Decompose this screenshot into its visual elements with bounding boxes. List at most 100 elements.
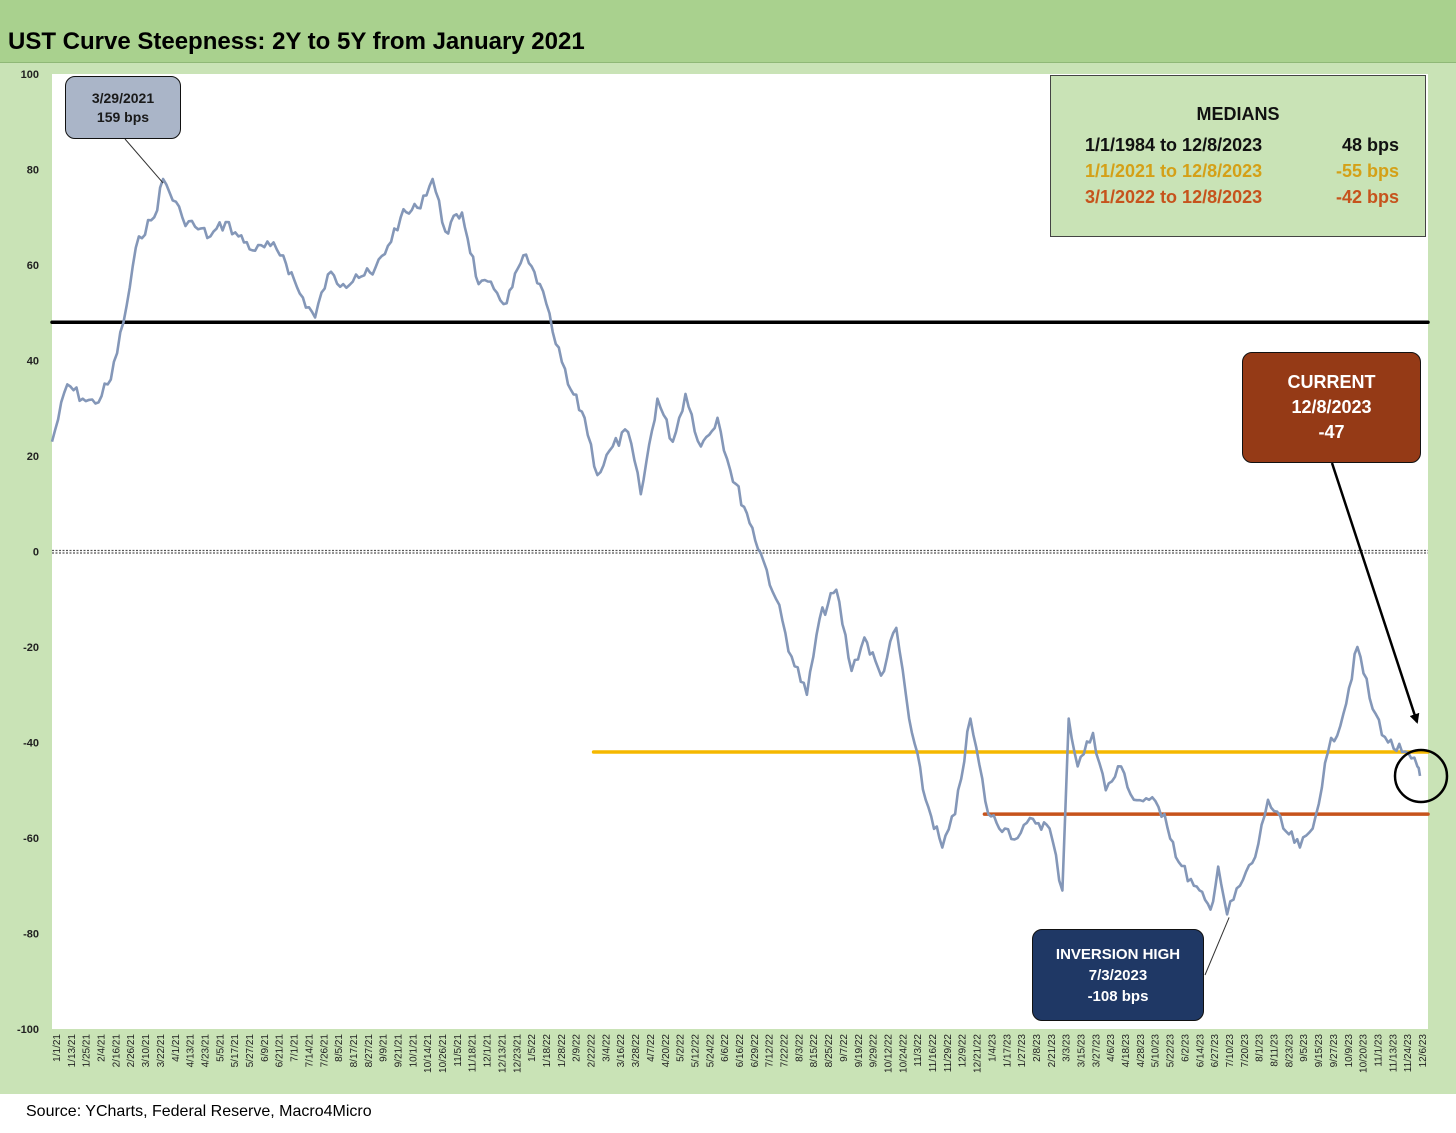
- current-label: CURRENT: [1287, 372, 1376, 392]
- median-lines: [50, 320, 1430, 816]
- x-tick-label: 10/1/21: [408, 1034, 419, 1068]
- inversion-callout: INVERSION HIGH 7/3/2023 -108 bps: [1032, 929, 1204, 1021]
- median-range: 1/1/2021 to 12/8/2023: [1085, 161, 1263, 181]
- x-tick-label: 6/6/22: [720, 1034, 731, 1062]
- series-line: [50, 177, 1422, 916]
- y-tick-label: 80: [27, 165, 39, 177]
- x-tick-label: 9/29/22: [869, 1034, 880, 1068]
- x-tick-label: 2/9/22: [572, 1034, 583, 1062]
- x-tick-label: 11/18/21: [468, 1034, 479, 1073]
- medians-box: MEDIANS 1/1/1984 to 12/8/2023 48 bps 1/1…: [1050, 75, 1426, 237]
- x-tick-label: 8/17/21: [349, 1034, 360, 1068]
- x-tick-label: 2/16/21: [111, 1034, 122, 1068]
- median-value: -55 bps: [1335, 161, 1399, 181]
- x-tick-label: 10/9/23: [1344, 1034, 1355, 1068]
- current-value: -47: [1318, 422, 1345, 442]
- zero-line: [52, 549, 1428, 554]
- x-tick-label: 11/13/23: [1388, 1034, 1399, 1073]
- x-tick-label: 4/23/21: [200, 1034, 211, 1068]
- x-tick-label: 2/26/21: [126, 1034, 137, 1068]
- x-tick-label: 9/7/22: [839, 1034, 850, 1062]
- x-tick-label: 11/29/22: [943, 1034, 954, 1073]
- x-tick-label: 3/4/22: [601, 1034, 612, 1062]
- x-tick-label: 7/14/21: [304, 1034, 315, 1068]
- peak-callout: 3/29/2021 159 bps: [65, 76, 181, 139]
- y-tick-label: 20: [27, 451, 39, 463]
- x-tick-label: 12/23/21: [512, 1034, 523, 1073]
- current-highlight-circle: [1393, 748, 1449, 804]
- x-tick-label: 8/1/23: [1255, 1034, 1266, 1062]
- x-tick-label: 8/25/22: [824, 1034, 835, 1068]
- x-tick-label: 12/21/22: [973, 1034, 984, 1073]
- x-tick-label: 4/18/23: [1121, 1034, 1132, 1068]
- x-tick-label: 2/8/23: [1032, 1034, 1043, 1062]
- x-tick-label: 7/20/23: [1240, 1034, 1251, 1068]
- source-note: Source: YCharts, Federal Reserve, Macro4…: [26, 1103, 372, 1120]
- x-tick-label: 9/15/23: [1314, 1034, 1325, 1068]
- x-tick-label: 1/27/23: [1017, 1034, 1028, 1068]
- x-tick-label: 1/25/21: [82, 1034, 93, 1068]
- x-tick-label: 4/1/21: [171, 1034, 182, 1062]
- medians-heading: MEDIANS: [1196, 104, 1280, 124]
- current-arrow: [1330, 462, 1420, 724]
- x-tick-label: 9/9/21: [379, 1034, 390, 1062]
- x-tick-label: 3/22/21: [156, 1034, 167, 1068]
- median-value: 48 bps: [1341, 135, 1399, 155]
- x-tick-label: 4/13/21: [186, 1034, 197, 1068]
- x-tick-label: 7/22/22: [780, 1034, 791, 1068]
- x-tick-label: 1/18/22: [542, 1034, 553, 1068]
- title-bar: UST Curve Steepness: 2Y to 5Y from Janua…: [0, 0, 1456, 63]
- x-tick-label: 4/20/22: [661, 1034, 672, 1068]
- y-tick-label: -40: [23, 738, 39, 750]
- x-tick-label: 8/3/22: [794, 1034, 805, 1062]
- y-tick-label: -20: [23, 642, 39, 654]
- inversion-date: 7/3/2023: [1088, 967, 1148, 984]
- median-row: 1/1/1984 to 12/8/2023 48 bps: [1085, 135, 1415, 159]
- median-value: -42 bps: [1335, 187, 1399, 207]
- x-tick-label: 7/26/21: [319, 1034, 330, 1068]
- x-tick-label: 8/11/23: [1270, 1034, 1281, 1067]
- x-tick-label: 3/15/23: [1077, 1034, 1088, 1068]
- x-tick-label: 10/20/23: [1359, 1034, 1370, 1073]
- x-tick-label: 10/12/22: [883, 1034, 894, 1073]
- x-tick-label: 5/2/22: [676, 1034, 687, 1062]
- x-tick-label: 12/6/23: [1418, 1034, 1429, 1068]
- x-tick-label: 11/24/23: [1403, 1034, 1414, 1073]
- x-tick-label: 9/19/22: [854, 1034, 865, 1068]
- median-row: 1/1/2021 to 12/8/2023 -55 bps: [1085, 161, 1415, 185]
- y-axis: 100 80 60 40 20 0 -20 -40 -60 -80 -100: [17, 69, 39, 1036]
- x-tick-label: 10/26/21: [438, 1034, 449, 1073]
- current-callout: CURRENT 12/8/2023 -47: [1242, 352, 1421, 463]
- x-tick-label: 1/4/23: [987, 1034, 998, 1062]
- chart-title: UST Curve Steepness: 2Y to 5Y from Janua…: [8, 28, 585, 55]
- x-tick-label: 3/27/23: [1091, 1034, 1102, 1068]
- x-tick-label: 5/12/22: [690, 1034, 701, 1068]
- x-tick-label: 7/10/23: [1225, 1034, 1236, 1068]
- median-range: 3/1/2022 to 12/8/2023: [1085, 187, 1263, 207]
- x-tick-label: 2/4/21: [97, 1034, 108, 1062]
- x-tick-label: 12/9/22: [958, 1034, 969, 1068]
- x-tick-label: 3/3/23: [1062, 1034, 1073, 1062]
- x-tick-label: 7/12/22: [765, 1034, 776, 1068]
- annotation-layer: [124, 138, 1449, 976]
- x-tick-label: 4/28/23: [1136, 1034, 1147, 1068]
- x-tick-label: 6/21/21: [275, 1034, 286, 1068]
- y-tick-label: 40: [27, 356, 39, 368]
- x-tick-label: 5/27/21: [245, 1034, 256, 1068]
- x-tick-label: 8/23/23: [1284, 1034, 1295, 1068]
- x-tick-label: 8/15/22: [809, 1034, 820, 1068]
- x-tick-label: 6/9/21: [260, 1034, 271, 1062]
- y-tick-label: -60: [23, 833, 39, 845]
- x-tick-label: 6/2/23: [1180, 1034, 1191, 1062]
- x-tick-label: 11/16/22: [928, 1034, 939, 1073]
- current-date: 12/8/2023: [1291, 397, 1372, 417]
- x-tick-label: 11/3/22: [913, 1034, 924, 1067]
- median-range: 1/1/1984 to 12/8/2023: [1085, 135, 1263, 155]
- x-tick-label: 12/1/21: [483, 1034, 494, 1068]
- peak-connector: [124, 138, 164, 184]
- x-tick-label: 10/24/22: [898, 1034, 909, 1073]
- x-tick-label: 5/10/23: [1151, 1034, 1162, 1068]
- x-tick-label: 1/1/21: [52, 1034, 63, 1062]
- x-tick-label: 10/14/21: [423, 1034, 434, 1073]
- y-tick-label: -100: [17, 1024, 39, 1036]
